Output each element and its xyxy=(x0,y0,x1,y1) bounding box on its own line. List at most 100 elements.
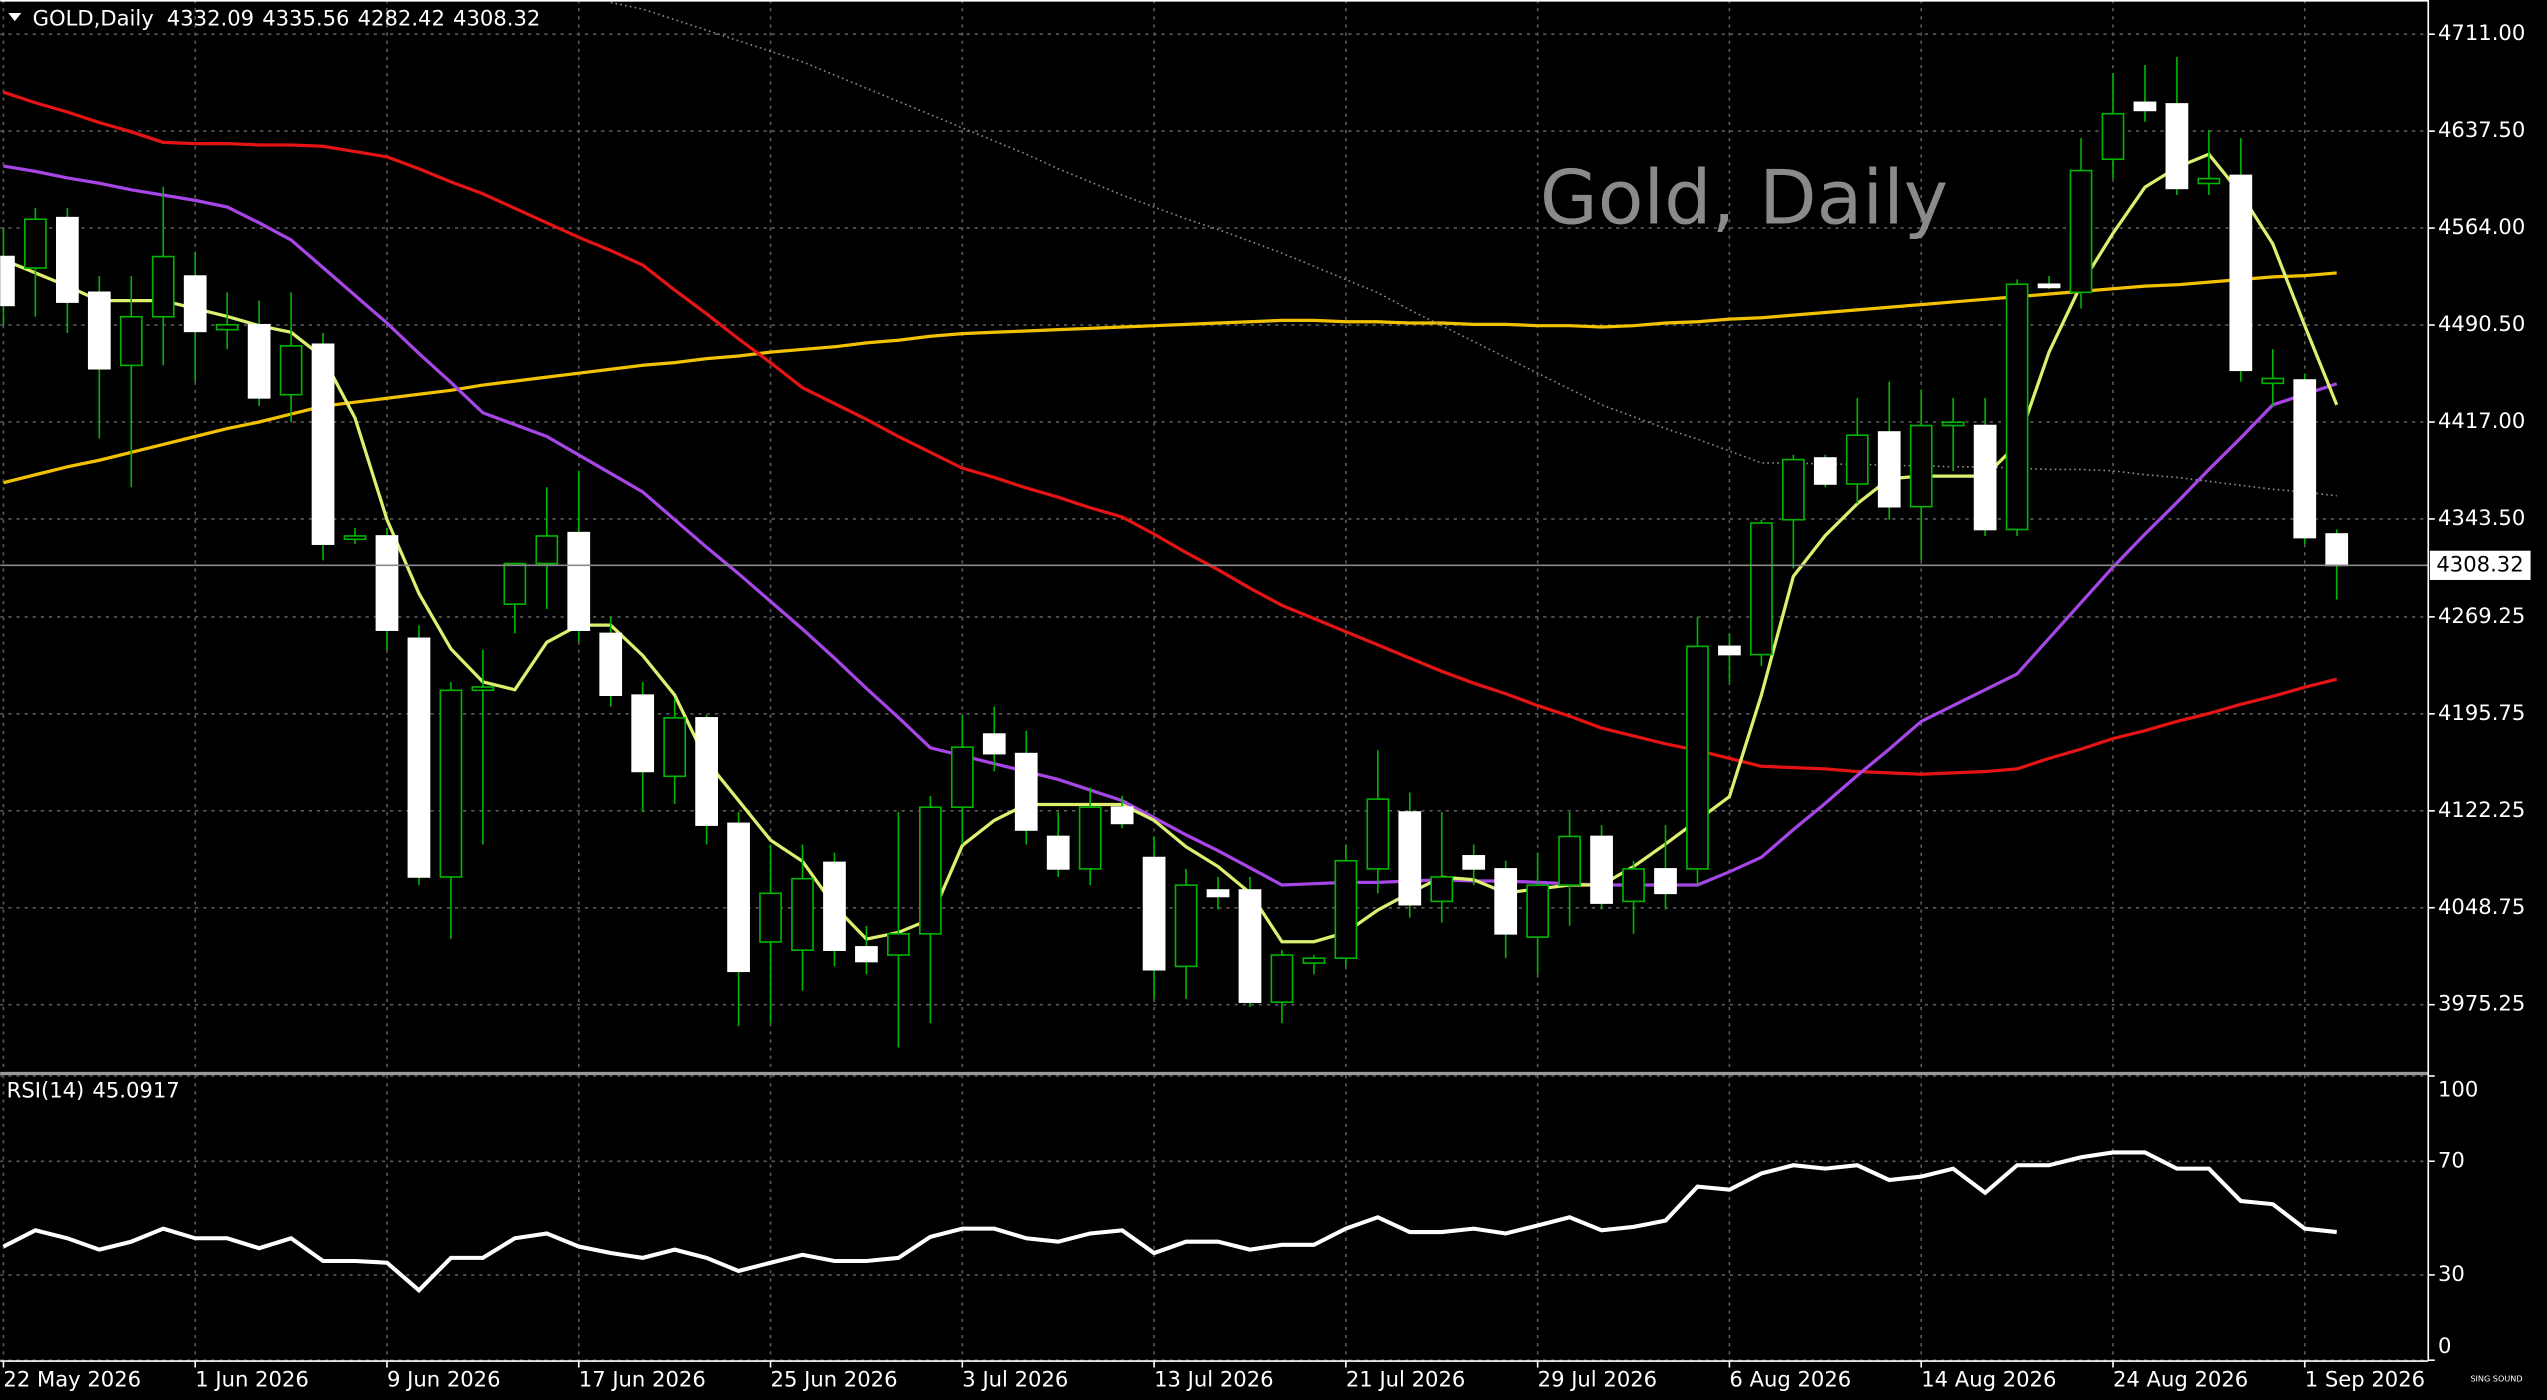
y-tick-label: 4343.50 xyxy=(2438,505,2525,530)
moving-average-line xyxy=(2,90,2338,776)
candle-body xyxy=(503,562,527,605)
y-tick-label: 0 xyxy=(2438,1333,2451,1358)
header-low: 4282.42 xyxy=(358,5,445,30)
candle-body xyxy=(1750,522,1773,656)
candle-body xyxy=(2165,103,2189,190)
candle-body xyxy=(0,255,15,307)
candle-body xyxy=(343,535,367,541)
candle-body xyxy=(375,535,399,631)
candle-body xyxy=(2293,379,2317,539)
candle-body xyxy=(311,343,335,545)
candle-body xyxy=(151,255,175,318)
candle-body xyxy=(1238,889,1262,1003)
candle-body xyxy=(567,531,591,631)
x-tick-label: 3 Jul 2026 xyxy=(962,1367,1068,1392)
y-tick-label: 4195.75 xyxy=(2438,700,2525,725)
watermark-title: Gold, Daily xyxy=(1540,155,1948,242)
candle-body xyxy=(1558,835,1581,886)
header-open: 4332.09 xyxy=(167,5,254,30)
candle-body xyxy=(1973,424,1997,531)
candle-body xyxy=(119,315,143,367)
candle-body xyxy=(1302,957,1326,964)
candle-body xyxy=(2325,533,2349,567)
candle-body xyxy=(2133,101,2157,112)
candle-body xyxy=(2101,112,2125,161)
x-tick-label: 1 Sep 2026 xyxy=(2305,1367,2425,1392)
x-tick-label: 17 Jun 2026 xyxy=(579,1367,706,1392)
candle-body xyxy=(247,323,271,399)
candle-body xyxy=(2069,169,2093,294)
x-tick-label: 22 May 2026 xyxy=(3,1367,141,1392)
candle-body xyxy=(1078,806,1102,870)
x-tick-label: 9 Jun 2026 xyxy=(387,1367,501,1392)
candle-body xyxy=(1334,859,1358,960)
candle-body xyxy=(1014,752,1038,831)
candle-body xyxy=(1462,855,1486,870)
candle-body xyxy=(695,717,718,826)
x-tick-label: 24 Aug 2026 xyxy=(2113,1367,2248,1392)
candle-body xyxy=(2229,174,2253,372)
candle-body xyxy=(791,877,814,951)
candle-body xyxy=(982,733,1006,755)
logo: SING SOUND xyxy=(2470,1373,2522,1383)
candle-body xyxy=(439,689,463,878)
x-tick-label: 29 Jul 2026 xyxy=(1538,1367,1657,1392)
candle-body xyxy=(24,218,47,269)
x-tick-label: 14 Aug 2026 xyxy=(1921,1367,2056,1392)
candle-body xyxy=(1909,424,1933,508)
candle-body xyxy=(1845,434,1869,485)
moving-average-line xyxy=(2,152,2339,944)
candle-body xyxy=(1686,645,1709,870)
y-tick-label: 4637.50 xyxy=(2438,117,2525,142)
main-plot xyxy=(0,0,2429,1072)
y-tick-label: 70 xyxy=(2438,1147,2465,1172)
candle-body xyxy=(2261,377,2285,385)
candle-body xyxy=(887,933,910,956)
rsi-line xyxy=(2,1150,2337,1294)
candle-body xyxy=(1781,458,1805,521)
y-tick-label: 4122.25 xyxy=(2438,797,2525,822)
candle-body xyxy=(215,323,239,331)
candle-body xyxy=(55,216,79,303)
y-tick-label: 4417.00 xyxy=(2438,408,2525,433)
x-tick-label: 21 Jul 2026 xyxy=(1346,1367,1465,1392)
last-price-label: 4308.32 xyxy=(2436,551,2523,576)
y-tick-label: 4711.00 xyxy=(2438,20,2525,45)
candle-body xyxy=(471,686,495,692)
candle-body xyxy=(855,946,878,963)
candle-body xyxy=(1110,806,1134,825)
moving-average-line xyxy=(3,271,2337,485)
y-tick-label: 4490.50 xyxy=(2438,311,2525,336)
candle-body xyxy=(535,535,559,565)
candle-body xyxy=(759,892,782,943)
candle-body xyxy=(87,291,111,370)
header-high: 4335.56 xyxy=(262,5,349,30)
candle-body xyxy=(279,345,303,396)
candle-body xyxy=(823,861,846,951)
candle-body xyxy=(599,632,623,696)
candle-body xyxy=(1526,884,1550,938)
y-tick-label: 4269.25 xyxy=(2438,603,2525,628)
candle-body xyxy=(631,694,655,773)
header-close: 4308.32 xyxy=(453,5,540,30)
candle-body xyxy=(1430,876,1454,903)
candle-body xyxy=(1718,645,1741,656)
y-tick-label: 30 xyxy=(2438,1261,2465,1286)
y-tick-label: 100 xyxy=(2438,1077,2478,1102)
candle-body xyxy=(1941,421,1965,427)
candle-body xyxy=(950,746,974,808)
rsi-title: RSI(14) xyxy=(7,1077,85,1102)
candle-body xyxy=(1398,811,1422,906)
candle-body xyxy=(727,822,750,973)
candle-body xyxy=(1877,431,1901,508)
moving-average-line xyxy=(3,164,2338,887)
candle-body xyxy=(1366,798,1390,870)
header-arrow xyxy=(8,12,22,22)
last-price-box xyxy=(2429,550,2531,580)
candle-body xyxy=(918,806,942,935)
candle-body xyxy=(1270,954,1294,1003)
rsi-last-value: 45.0917 xyxy=(92,1077,179,1102)
